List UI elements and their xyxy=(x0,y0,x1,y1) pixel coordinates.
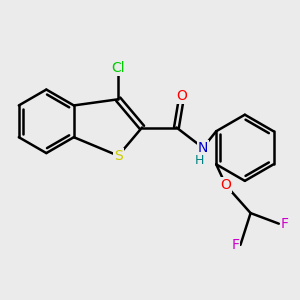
Text: N: N xyxy=(198,141,208,155)
Text: F: F xyxy=(231,238,239,252)
Text: O: O xyxy=(176,89,187,103)
Text: O: O xyxy=(220,178,231,192)
Text: Cl: Cl xyxy=(111,61,125,74)
Text: S: S xyxy=(114,149,123,163)
Text: H: H xyxy=(195,154,204,166)
Text: F: F xyxy=(281,217,289,231)
